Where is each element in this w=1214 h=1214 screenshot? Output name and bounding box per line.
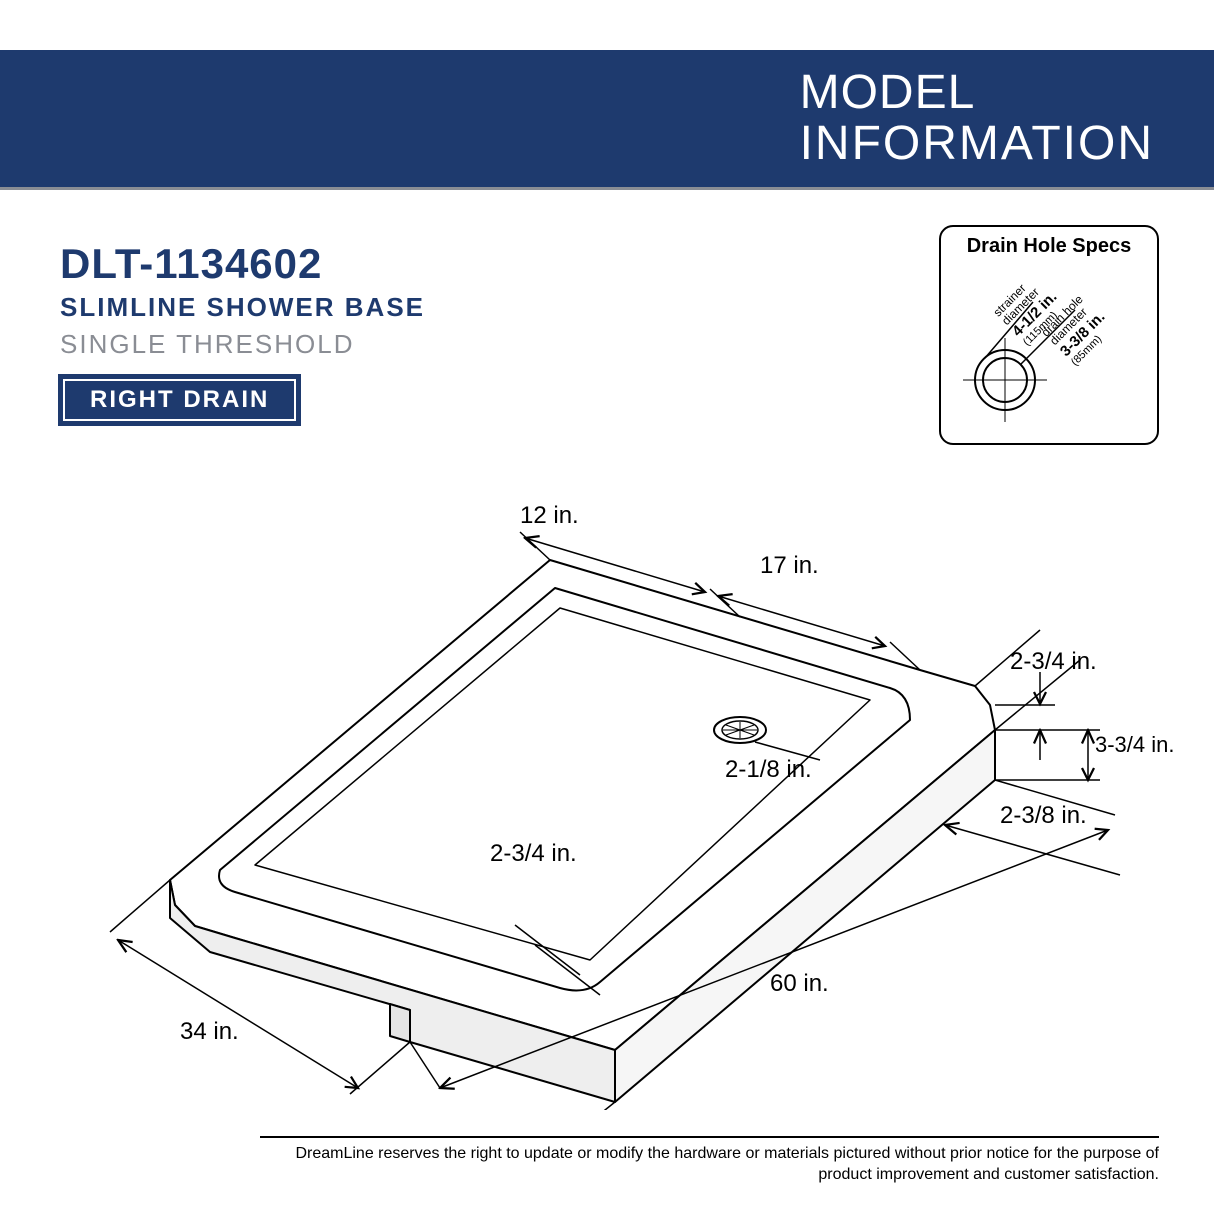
disclaimer-text: DreamLine reserves the right to update o… [260,1136,1159,1186]
product-name: SLIMLINE SHOWER BASE [60,292,425,323]
dim-height-upper: 2-3/4 in. [1010,648,1097,676]
drain-specs-title: Drain Hole Specs [947,235,1151,258]
model-number: DLT-1134602 [60,240,425,288]
dim-drain-offset: 2-1/8 in. [725,756,812,784]
shower-base-diagram: 12 in. 17 in. 2-1/8 in. 2-3/4 in. 2-3/4 … [40,470,1170,1110]
dim-top-right: 17 in. [760,552,819,580]
dim-height-total: 3-3/4 in. [1095,732,1175,758]
product-info: DLT-1134602 SLIMLINE SHOWER BASE SINGLE … [60,240,425,424]
dim-depth: 34 in. [180,1018,239,1046]
threshold-type: SINGLE THRESHOLD [60,329,425,360]
dim-top-left: 12 in. [520,502,579,530]
dim-width: 60 in. [770,970,829,998]
drain-specs-box: Drain Hole Specs strainer diameter 4-1/2… [939,225,1159,445]
header-title: MODEL INFORMATION [800,68,1154,169]
drain-position-badge: RIGHT DRAIN [60,376,299,424]
header-line2: INFORMATION [800,119,1154,169]
dim-front-lip: 2-3/4 in. [490,840,577,868]
dim-threshold-width: 2-3/8 in. [1000,802,1087,830]
drain-specs-diagram: strainer diameter 4-1/2 in. (115mm) drai… [949,262,1149,437]
header-line1: MODEL [800,68,1154,118]
header-bar: MODEL INFORMATION [0,50,1214,190]
